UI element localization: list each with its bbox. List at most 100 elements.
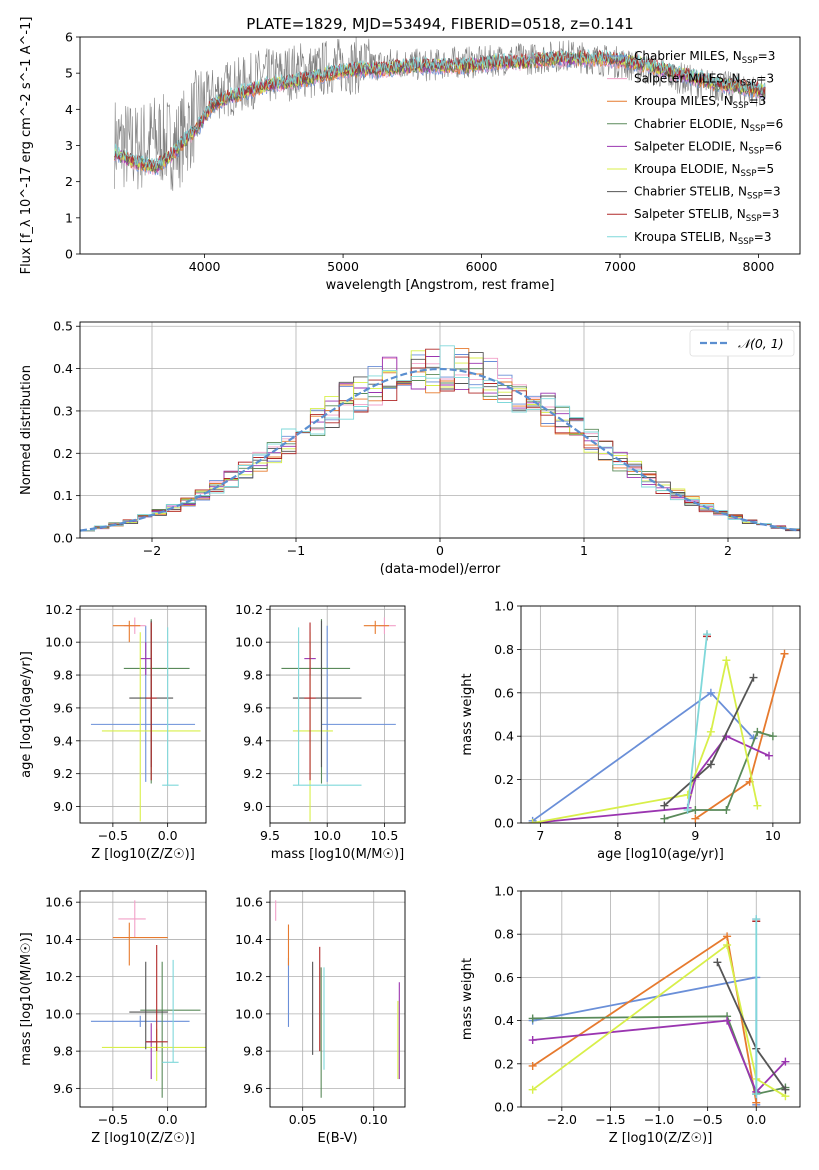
mass-weight-marker <box>781 1057 790 1066</box>
axes-frame <box>520 605 801 824</box>
x-tick-label: −0.5 <box>692 1112 722 1127</box>
y-tick-label: 10.2 <box>235 969 263 984</box>
x-tick-label: −2.0 <box>547 1112 577 1127</box>
y-tick-label: 9.4 <box>243 733 263 748</box>
mass-weight-marker <box>780 649 789 658</box>
mass-weight-marker <box>660 801 669 810</box>
x-tick-label: 6000 <box>466 259 498 274</box>
legend-name: Salpeter ELODIE <box>634 139 732 153</box>
plot-area <box>275 900 400 1098</box>
y-axis-label: age [log10(age/yr)] <box>19 651 34 778</box>
x-tick-label: 9.5 <box>260 828 280 843</box>
y-tick-label: 0.1 <box>53 488 73 503</box>
mass-weight-marker <box>706 760 715 769</box>
y-tick-label: 10.0 <box>235 635 263 650</box>
y-tick-label: 1.0 <box>494 884 514 899</box>
x-tick-label: 2 <box>724 543 732 558</box>
y-tick-label: 1 <box>65 210 73 225</box>
x-tick-label: 7 <box>536 828 544 843</box>
legend-nssp-equals: = <box>749 94 759 108</box>
y-tick-label: 10.2 <box>45 969 73 984</box>
x-tick-label: −2 <box>143 543 161 558</box>
mass-weight-marker <box>752 1090 761 1099</box>
mass-weight-vs-age-panel: 7 8 9 10 0.0 0.2 0.4 0.6 0.8 1.0 age [log10(age/yr… <box>460 599 801 862</box>
mass-vs-ebv-panel: 0.05 0.10 9.6 9.8 10.0 10.2 10.4 10.6 E(B-V) <box>235 890 406 1146</box>
x-tick-label: −0.5 <box>98 1112 128 1127</box>
y-tick-label: 9.6 <box>243 1081 263 1096</box>
y-tick-label: 1.0 <box>494 599 514 614</box>
legend-nssp-value: 3 <box>773 185 781 199</box>
x-tick-label: 0.0 <box>158 1112 178 1127</box>
mass-weight-line <box>532 976 758 1105</box>
model-spectrum-line <box>114 49 766 170</box>
y-tick-label: 0.2 <box>494 1056 514 1071</box>
mass-weight-marker <box>713 958 722 967</box>
x-axis-label: E(B-V) <box>317 1131 357 1146</box>
y-tick-label: 0.0 <box>494 816 514 831</box>
plot-area <box>528 915 790 1107</box>
mass-weight-marker <box>528 1036 537 1045</box>
legend-label: Chabrier STELIB, NSSP=3 <box>634 185 781 202</box>
grid <box>269 606 405 823</box>
legend-name: Salpeter MILES <box>634 72 724 86</box>
y-tick-label: 10.0 <box>45 635 73 650</box>
legend-nssp-subscript: SSP <box>747 192 763 202</box>
x-axis-label: (data-model)/error <box>380 562 501 577</box>
mass-weight-marker <box>691 805 700 814</box>
y-tick-label: 0.3 <box>53 403 73 418</box>
x-tick-label: 0.0 <box>746 1112 766 1127</box>
x-tick-label: −1.5 <box>595 1112 625 1127</box>
y-tick-label: 9.2 <box>243 766 263 781</box>
y-tick-label: 0.4 <box>53 361 73 376</box>
legend-nssp-equals: = <box>756 72 766 86</box>
y-tick-label: 9.8 <box>53 1044 73 1059</box>
x-tick-label: 0.10 <box>360 1112 388 1127</box>
grid <box>521 605 800 824</box>
legend-nssp-subscript: SSP <box>741 169 757 179</box>
y-tick-label: 4 <box>65 102 73 117</box>
mass-weight-marker <box>723 932 732 941</box>
legend-label: Salpeter STELIB, NSSP=3 <box>634 207 779 224</box>
legend-nssp-value: 3 <box>767 72 775 86</box>
legend-nssp-prefix: , N <box>721 230 738 244</box>
legend-nssp-value: 3 <box>768 49 776 63</box>
plot-area <box>80 345 800 538</box>
y-tick-label: 0.2 <box>494 772 514 787</box>
x-axis-label: Z [log10(Z/Z☉)] <box>91 1131 195 1146</box>
legend-box <box>689 329 795 357</box>
mass-weight-line <box>532 934 758 1103</box>
y-tick-label: 9.8 <box>243 1044 263 1059</box>
x-tick-label: 10.5 <box>370 828 398 843</box>
plot-area <box>281 617 396 822</box>
x-axis-label: Z [log10(Z/Z☉)] <box>91 847 195 862</box>
legend-nssp-value: 5 <box>767 162 775 176</box>
grid <box>80 891 206 1107</box>
normal-curve-line <box>80 367 800 532</box>
legend-label: Chabrier MILES, NSSP=3 <box>634 49 775 66</box>
mass-weight-marker <box>753 801 762 810</box>
legend-label: Salpeter MILES, NSSP=3 <box>634 72 774 89</box>
y-tick-label: 6 <box>65 30 73 45</box>
mass-weight-marker <box>781 1085 790 1094</box>
legend-nssp-subscript: SSP <box>741 79 757 89</box>
legend-label: Salpeter ELODIE, NSSP=6 <box>634 139 782 156</box>
mass-weight-vs-metallicity-panel: −2.0 −1.5 −1.0 −0.5 0.0 0.0 0.2 0.4 0.6 0.8 1.0 Z [… <box>460 884 801 1146</box>
legend-nssp-prefix: , N <box>724 72 741 86</box>
mass-weight-marker <box>691 814 700 823</box>
x-tick-label: 0.05 <box>289 1112 317 1127</box>
mass-weight-line <box>532 943 786 1097</box>
x-tick-label: 0 <box>436 543 444 558</box>
mass-weight-line <box>686 634 708 811</box>
legend-nssp-value: 6 <box>774 139 782 153</box>
y-tick-label: 0.4 <box>494 729 514 744</box>
mass-weight-marker <box>660 814 669 823</box>
y-tick-label: 0 <box>65 247 73 262</box>
mass-weight-marker <box>723 1016 732 1025</box>
legend-nssp-value: 6 <box>776 117 784 131</box>
legend-name: Chabrier STELIB <box>634 185 730 199</box>
y-tick-label: 3 <box>65 138 73 153</box>
x-axis-label: age [log10(age/yr)] <box>597 847 724 862</box>
legend-label: Kroupa STELIB, NSSP=3 <box>634 230 772 247</box>
legend-nssp-prefix: , N <box>730 185 747 199</box>
